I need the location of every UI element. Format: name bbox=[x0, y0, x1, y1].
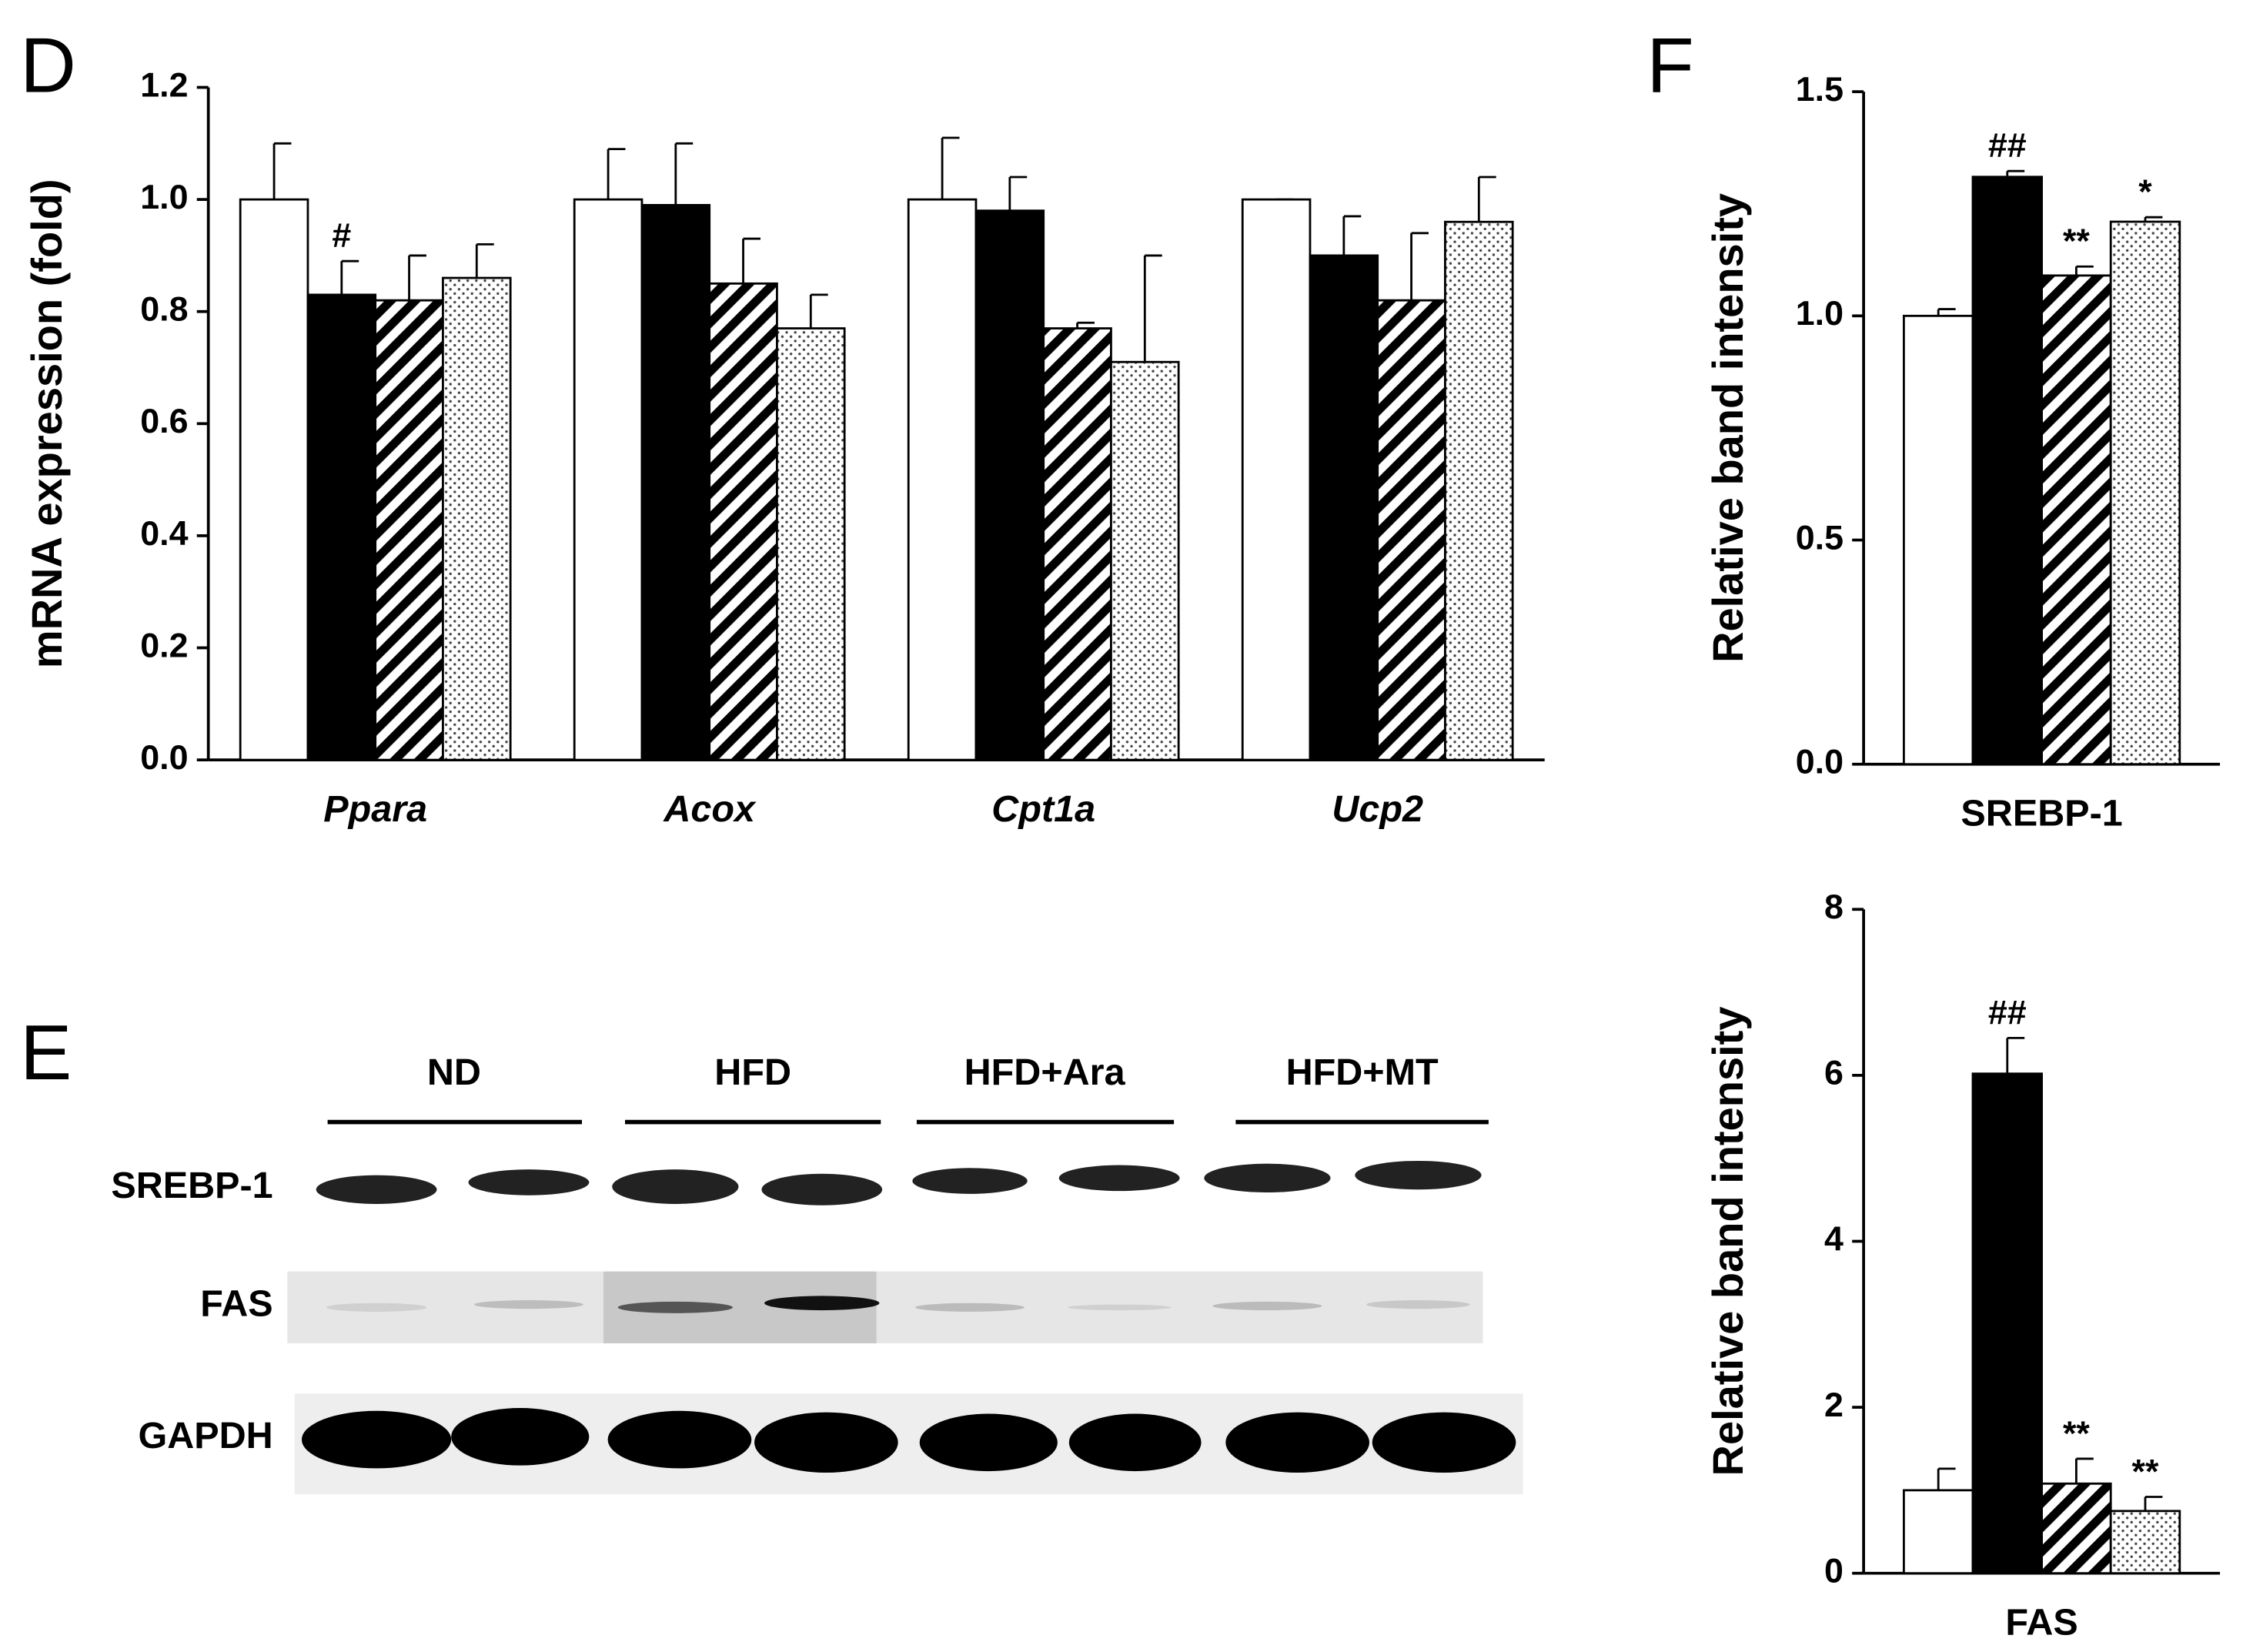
error-bar bbox=[340, 259, 359, 295]
row-label: GAPDH bbox=[138, 1415, 272, 1456]
bar bbox=[1971, 176, 2043, 766]
y-tick-label: 0.0 bbox=[1796, 743, 1844, 781]
bar bbox=[1309, 254, 1379, 761]
annotation: ## bbox=[1988, 993, 2027, 1032]
x-tick-label: Ppara bbox=[323, 788, 427, 830]
bar bbox=[306, 293, 377, 761]
bar bbox=[1444, 220, 1514, 761]
blot-gapdh bbox=[302, 1408, 1516, 1473]
error-bar bbox=[2074, 1457, 2094, 1484]
y-tick-label: 4 bbox=[1824, 1219, 1844, 1258]
bar bbox=[974, 209, 1045, 761]
y-tick-label: 0.2 bbox=[140, 626, 188, 664]
bar bbox=[1971, 1072, 2043, 1575]
group-label: HFD bbox=[714, 1052, 791, 1093]
y-tick-label: 1.0 bbox=[140, 178, 188, 216]
error-bar bbox=[1008, 176, 1028, 211]
y-axis-label: Relative band intensity bbox=[1703, 1007, 1752, 1476]
error-bar bbox=[2144, 216, 2163, 222]
error-bar bbox=[1076, 321, 1095, 329]
bar bbox=[1902, 314, 1974, 766]
bar bbox=[239, 198, 309, 761]
y-axis-label: Relative band intensity bbox=[1703, 193, 1752, 663]
annotation: ** bbox=[2132, 1452, 2159, 1490]
bar bbox=[2041, 1482, 2112, 1575]
group-label: HFD+Ara bbox=[964, 1052, 1126, 1093]
blot-fas bbox=[326, 1296, 1470, 1313]
error-bar bbox=[674, 142, 694, 206]
y-tick-label: 1.2 bbox=[140, 65, 188, 104]
x-tick-label: Cpt1a bbox=[991, 788, 1095, 830]
bar bbox=[708, 282, 778, 761]
annotation: * bbox=[2138, 172, 2152, 211]
bar bbox=[1241, 198, 1312, 761]
y-tick-label: 0.0 bbox=[140, 738, 188, 777]
y-tick-label: 0 bbox=[1824, 1552, 1844, 1590]
error-bar bbox=[408, 254, 426, 301]
annotation: ## bbox=[1988, 126, 2027, 165]
bar bbox=[2109, 1510, 2181, 1575]
bar bbox=[374, 299, 444, 761]
y-tick-label: 1.5 bbox=[1796, 70, 1844, 109]
y-tick-label: 1.0 bbox=[1796, 294, 1844, 333]
y-tick-label: 0.6 bbox=[140, 402, 188, 440]
bar bbox=[573, 198, 643, 761]
x-tick-label: Ucp2 bbox=[1332, 788, 1423, 830]
error-bar bbox=[607, 148, 626, 200]
error-bar bbox=[475, 242, 494, 279]
x-tick-label: SREBP-1 bbox=[1961, 793, 2122, 834]
annotation: ** bbox=[2063, 222, 2090, 260]
x-tick-label: Acox bbox=[663, 788, 757, 830]
error-bar bbox=[2006, 169, 2025, 177]
x-tick-label: FAS bbox=[2005, 1602, 2078, 1644]
error-bar bbox=[2074, 265, 2094, 276]
error-bar bbox=[1143, 254, 1162, 363]
error-bar bbox=[272, 142, 292, 200]
bar bbox=[1376, 299, 1446, 761]
y-tick-label: 0.5 bbox=[1796, 518, 1844, 557]
panel-label: D bbox=[20, 23, 76, 109]
group-label: ND bbox=[427, 1052, 481, 1093]
y-tick-label: 6 bbox=[1824, 1054, 1844, 1092]
y-tick-label: 8 bbox=[1824, 888, 1844, 926]
blot-srebp bbox=[316, 1160, 1482, 1206]
row-label: FAS bbox=[200, 1282, 272, 1324]
y-tick-label: 0.8 bbox=[140, 290, 188, 329]
error-bar bbox=[1937, 1467, 1956, 1490]
group-label: HFD+MT bbox=[1286, 1052, 1439, 1093]
bar bbox=[1110, 360, 1180, 761]
error-bar bbox=[1477, 176, 1496, 222]
bar bbox=[776, 327, 846, 761]
error-bar bbox=[742, 237, 760, 284]
error-bar bbox=[1342, 215, 1362, 256]
annotation: ** bbox=[2063, 1414, 2090, 1453]
y-axis-label: mRNA expression (fold) bbox=[22, 179, 71, 668]
row-label: SREBP-1 bbox=[111, 1165, 272, 1206]
annotation: # bbox=[332, 216, 351, 255]
error-bar bbox=[2144, 1496, 2163, 1511]
error-bar bbox=[2006, 1036, 2025, 1074]
panel-label: F bbox=[1646, 23, 1694, 109]
y-tick-label: 0.4 bbox=[140, 514, 188, 553]
error-bar bbox=[941, 136, 960, 200]
bar bbox=[442, 276, 512, 761]
error-bar bbox=[809, 293, 828, 329]
bar bbox=[2109, 220, 2181, 766]
y-tick-label: 2 bbox=[1824, 1386, 1844, 1424]
bar bbox=[907, 198, 978, 761]
bar bbox=[640, 203, 711, 761]
panel-label: E bbox=[20, 1010, 72, 1096]
error-bar bbox=[1410, 232, 1429, 301]
bar bbox=[1042, 327, 1112, 761]
bar bbox=[1902, 1489, 1974, 1575]
error-bar bbox=[1937, 308, 1956, 316]
bar bbox=[2041, 274, 2112, 766]
